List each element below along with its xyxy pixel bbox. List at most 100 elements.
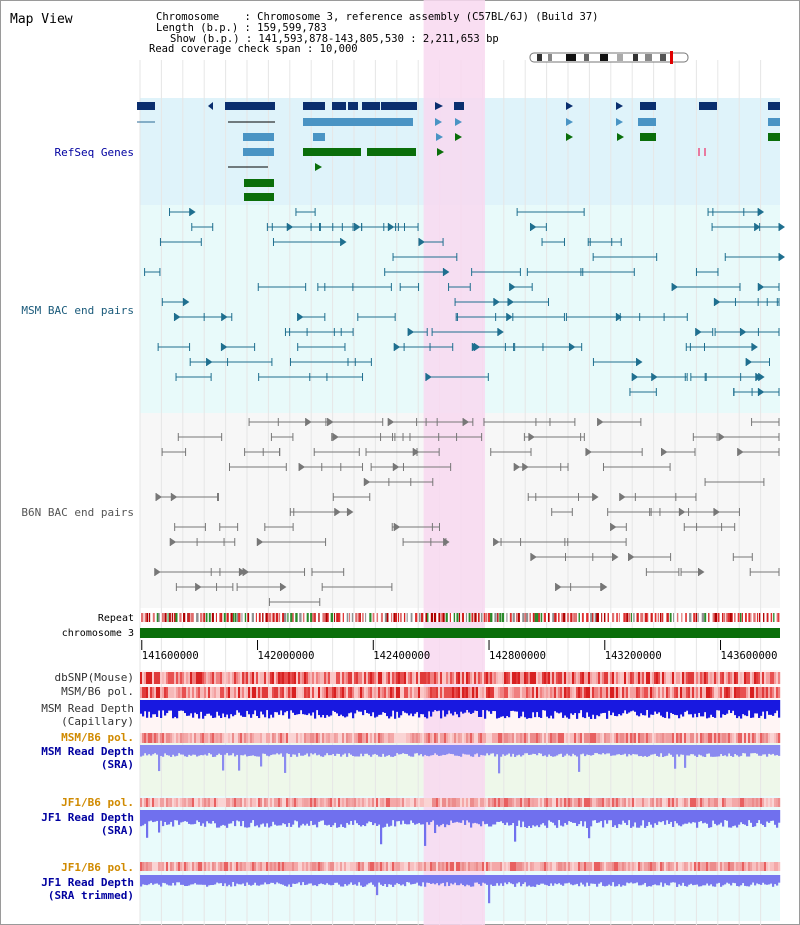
bac-end-pair[interactable]	[357, 313, 396, 321]
bac-end-pair[interactable]	[257, 283, 307, 291]
bac-end-pair[interactable]	[711, 223, 761, 231]
refseq-gene[interactable]	[638, 118, 656, 126]
bac-end-pair[interactable]	[159, 238, 202, 246]
bac-end-pair[interactable]	[671, 283, 741, 291]
bac-end-pair[interactable]	[311, 568, 345, 576]
msm-b6-pol-sra-label[interactable]: MSM/B6 pol.	[61, 731, 134, 744]
bac-end-pair[interactable]	[610, 523, 627, 531]
bac-end-pair[interactable]	[174, 523, 206, 531]
bac-end-pair[interactable]	[628, 553, 672, 561]
bac-end-pair[interactable]	[448, 283, 471, 291]
jf1-pol-label[interactable]: JF1/B6 pol.	[61, 796, 134, 809]
refseq-gene[interactable]	[455, 118, 462, 126]
bac-end-pair[interactable]	[195, 583, 218, 591]
bac-end-pair[interactable]	[527, 493, 599, 501]
dbsnp-strip[interactable]	[140, 672, 781, 684]
bac-end-pair[interactable]	[393, 343, 454, 351]
refseq-gene[interactable]	[137, 102, 155, 110]
bac-end-pair[interactable]	[272, 238, 347, 246]
bac-end-pair[interactable]	[493, 298, 550, 306]
refseq-gene[interactable]	[437, 148, 444, 156]
bac-end-pair[interactable]	[565, 553, 619, 561]
b6n-bac-track[interactable]	[154, 418, 780, 606]
bac-end-pair[interactable]	[277, 418, 334, 426]
refseq-gene[interactable]	[348, 102, 358, 110]
refseq-gene[interactable]	[208, 102, 213, 110]
refseq-gene[interactable]	[698, 148, 700, 156]
msm-bac-label[interactable]: MSM BAC end pairs	[21, 304, 134, 317]
bac-end-pair[interactable]	[689, 343, 758, 351]
bac-end-pair[interactable]	[523, 433, 582, 441]
bac-end-pair[interactable]	[170, 493, 219, 501]
msm-depth-capillary-track[interactable]	[140, 700, 781, 719]
bac-end-pair[interactable]	[220, 343, 256, 351]
refseq-gene[interactable]	[435, 102, 443, 110]
msm-b6-pol-label[interactable]: MSM/B6 pol.	[61, 685, 134, 698]
jf1-depth-sra-track[interactable]	[140, 810, 781, 846]
repeat-track[interactable]	[140, 613, 780, 622]
bac-end-pair[interactable]	[542, 343, 583, 351]
bac-end-pair[interactable]	[592, 253, 658, 261]
bac-end-pair[interactable]	[430, 538, 447, 546]
bac-end-pair[interactable]	[500, 538, 569, 546]
bac-end-pair[interactable]	[228, 463, 287, 471]
refseq-gene[interactable]	[455, 133, 462, 141]
refseq-gene[interactable]	[303, 148, 361, 156]
bac-end-pair[interactable]	[161, 298, 190, 306]
bac-end-pair[interactable]	[751, 418, 780, 426]
refseq-gene[interactable]	[699, 102, 717, 110]
bac-end-pair[interactable]	[425, 373, 489, 381]
bac-end-pair[interactable]	[270, 433, 294, 441]
bac-end-pair[interactable]	[219, 523, 239, 531]
bac-end-pair[interactable]	[297, 313, 326, 321]
refseq-gene[interactable]	[768, 102, 780, 110]
bac-end-pair[interactable]	[749, 568, 780, 576]
bac-end-pair[interactable]	[639, 313, 665, 321]
refseq-gene[interactable]	[616, 102, 623, 110]
refseq-gene[interactable]	[243, 148, 274, 156]
refseq-gene[interactable]	[768, 133, 780, 141]
bac-end-pair[interactable]	[551, 508, 573, 516]
bac-end-pair[interactable]	[402, 433, 458, 441]
bac-end-pair[interactable]	[483, 418, 551, 426]
bac-end-pair[interactable]	[509, 283, 533, 291]
refseq-gene[interactable]	[616, 118, 623, 126]
bac-end-pair[interactable]	[256, 538, 327, 546]
b6n-bac-label[interactable]: B6N BAC end pairs	[21, 506, 134, 519]
bac-end-pair[interactable]	[289, 358, 356, 366]
refseq-gene[interactable]	[303, 118, 413, 126]
bac-end-pair[interactable]	[418, 238, 444, 246]
bac-end-pair[interactable]	[161, 448, 187, 456]
jf1-pol-strip[interactable]	[140, 798, 781, 807]
refseq-gene[interactable]	[566, 118, 573, 126]
bac-end-pair[interactable]	[757, 388, 780, 396]
refseq-gene[interactable]	[640, 102, 656, 110]
bac-end-pair[interactable]	[399, 283, 420, 291]
bac-end-pair[interactable]	[660, 448, 696, 456]
refseq-gene[interactable]	[704, 148, 706, 156]
jf1-depth-trimmed-label[interactable]: JF1 Read Depth	[41, 876, 134, 889]
bac-end-pair[interactable]	[724, 253, 785, 261]
bac-end-pair[interactable]	[154, 568, 221, 576]
msm-bac-track[interactable]	[144, 208, 785, 396]
jf1-depth-trimmed-track[interactable]	[140, 875, 781, 904]
bac-end-pair[interactable]	[490, 448, 532, 456]
refseq-genes-track[interactable]	[137, 102, 780, 201]
bac-end-pair[interactable]	[236, 583, 287, 591]
refseq-gene[interactable]	[436, 133, 443, 141]
refseq-gene[interactable]	[243, 133, 274, 141]
bac-end-pair[interactable]	[597, 418, 642, 426]
bac-end-pair[interactable]	[244, 448, 281, 456]
bac-end-pair[interactable]	[196, 538, 236, 546]
bac-end-pair[interactable]	[384, 268, 450, 276]
refseq-gene[interactable]	[454, 102, 464, 110]
bac-end-pair[interactable]	[361, 223, 397, 231]
bac-end-pair[interactable]	[526, 268, 584, 276]
bac-end-pair[interactable]	[392, 253, 458, 261]
bac-end-pair[interactable]	[321, 583, 393, 591]
bac-end-pair[interactable]	[541, 238, 565, 246]
refseq-gene[interactable]	[367, 148, 416, 156]
bac-end-pair[interactable]	[587, 238, 613, 246]
refseq-gene[interactable]	[381, 102, 417, 110]
bac-end-pair[interactable]	[516, 208, 585, 216]
